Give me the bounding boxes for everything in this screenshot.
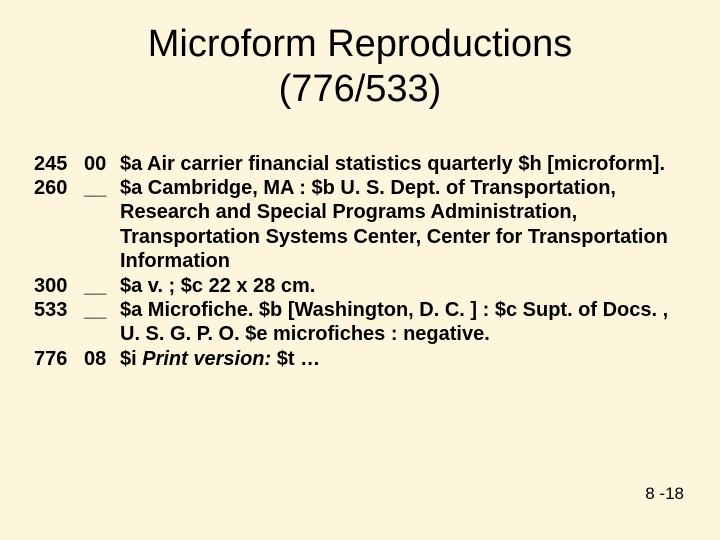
marc-field-row: 77608$i Print version: $t … [34,347,686,371]
field-value: $a v. ; $c 22 x 28 cm. [120,274,686,298]
field-value: $i Print version: $t … [120,347,686,371]
slide: Microform Reproductions (776/533) 24500$… [0,0,720,540]
field-value-part: $i [120,348,142,370]
field-value-part: Print version: [142,348,271,370]
field-value: $a Microfiche. $b [Washington, D. C. ] :… [120,298,686,347]
marc-field-row: 24500$a Air carrier financial statistics… [34,152,686,176]
field-value-part: $a Cambridge, MA : $b U. S. Dept. of Tra… [120,177,668,272]
field-indicators: __ [84,298,120,322]
field-indicators: 00 [84,152,120,176]
field-value-part: $a Microfiche. $b [Washington, D. C. ] :… [120,299,668,345]
marc-fields: 24500$a Air carrier financial statistics… [34,152,686,372]
title-line-1: Microform Reproductions [148,23,572,65]
slide-number: 8 -18 [645,484,684,504]
field-value: $a Air carrier financial statistics quar… [120,152,686,176]
marc-field-row: 260__$a Cambridge, MA : $b U. S. Dept. o… [34,176,686,274]
field-indicators: 08 [84,347,120,371]
field-value-part: $a Air carrier financial statistics quar… [120,153,665,175]
slide-title: Microform Reproductions (776/533) [34,22,686,112]
field-tag: 533 [34,298,84,322]
field-value: $a Cambridge, MA : $b U. S. Dept. of Tra… [120,176,686,274]
field-tag: 300 [34,274,84,298]
marc-field-row: 533__$a Microfiche. $b [Washington, D. C… [34,298,686,347]
marc-field-row: 300__$a v. ; $c 22 x 28 cm. [34,274,686,298]
field-value-part: $a v. ; $c 22 x 28 cm. [120,275,315,297]
field-value-part: $t … [271,348,320,370]
field-tag: 245 [34,152,84,176]
field-tag: 260 [34,176,84,200]
title-line-2: (776/533) [279,68,442,110]
field-indicators: __ [84,176,120,200]
field-indicators: __ [84,274,120,298]
field-tag: 776 [34,347,84,371]
